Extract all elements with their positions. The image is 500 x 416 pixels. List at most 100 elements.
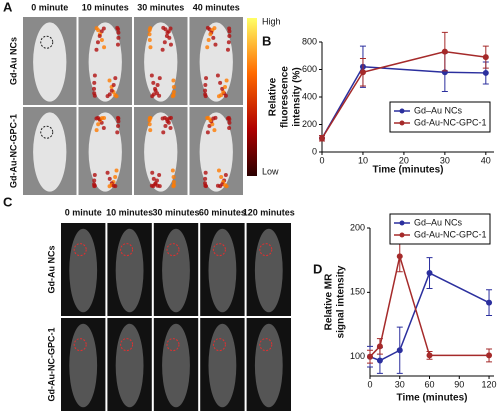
- signal: [116, 119, 121, 124]
- colorbar: [247, 18, 257, 176]
- colorbar-high: High: [262, 16, 281, 26]
- signal: [102, 45, 107, 50]
- signal: [107, 176, 112, 181]
- column-header: 0 minute: [31, 2, 68, 12]
- signal: [155, 83, 160, 88]
- legend-marker: [399, 108, 405, 114]
- signal: [113, 184, 118, 189]
- signal: [171, 85, 176, 90]
- signal: [203, 88, 208, 93]
- subject: [254, 228, 283, 313]
- signal: [92, 86, 97, 91]
- signal: [207, 124, 212, 129]
- y-tick-label: 400: [302, 91, 317, 101]
- y-tick-label: 200: [350, 222, 365, 232]
- column-header: 30 minutes: [152, 207, 199, 217]
- signal: [224, 78, 229, 83]
- signal: [157, 172, 162, 177]
- signal: [171, 78, 176, 83]
- y-tick-label: 150: [350, 287, 365, 297]
- signal: [107, 184, 112, 189]
- point: [319, 135, 325, 142]
- legend-marker: [399, 120, 405, 126]
- subject: [88, 112, 122, 192]
- signal: [147, 28, 152, 33]
- signal: [227, 33, 232, 38]
- signal: [223, 85, 228, 90]
- signal: [95, 40, 100, 45]
- roi: [120, 338, 134, 352]
- signal: [94, 47, 99, 52]
- signal: [213, 115, 218, 120]
- signal: [170, 168, 175, 173]
- signal: [147, 38, 152, 43]
- subject: [254, 323, 283, 408]
- subject: [33, 112, 67, 192]
- signal: [153, 86, 158, 91]
- subject: [162, 228, 190, 313]
- signal: [226, 40, 231, 45]
- x-tick-label: 120: [482, 379, 497, 389]
- signal: [205, 116, 210, 121]
- legend-label: Gd–Au NCs: [414, 217, 463, 227]
- signal: [92, 178, 97, 183]
- signal: [149, 73, 154, 78]
- signal: [113, 175, 118, 180]
- signal: [161, 130, 166, 135]
- legend-label: Gd-Au-NC-GPC-1: [414, 117, 487, 127]
- x-tick-label: 40: [481, 155, 491, 165]
- roi: [40, 35, 54, 49]
- signal: [225, 116, 230, 121]
- signal: [203, 170, 208, 175]
- signal: [205, 130, 210, 135]
- roi: [40, 125, 54, 139]
- legend-marker: [399, 220, 405, 226]
- signal: [168, 42, 173, 47]
- signal: [151, 92, 156, 97]
- signal: [208, 32, 213, 37]
- signal: [168, 125, 173, 130]
- signal: [157, 184, 162, 189]
- subject: [162, 323, 190, 408]
- point: [426, 352, 433, 359]
- signal: [157, 76, 162, 81]
- signal: [171, 175, 176, 180]
- signal: [99, 38, 104, 43]
- subject: [69, 228, 98, 313]
- roi: [212, 243, 226, 257]
- signal: [92, 73, 97, 78]
- signal: [215, 73, 220, 78]
- signal: [107, 92, 112, 97]
- y-axis-label: signal intensity: [336, 265, 347, 338]
- signal: [99, 29, 104, 34]
- signal: [109, 88, 114, 93]
- y-tick-label: 600: [302, 64, 317, 74]
- signal: [227, 29, 232, 34]
- signal: [163, 27, 168, 32]
- signal: [116, 35, 121, 40]
- signal: [96, 28, 101, 33]
- signal: [223, 172, 228, 177]
- signal: [116, 30, 121, 35]
- panel-label: B: [262, 33, 271, 48]
- signal: [113, 76, 118, 81]
- signal: [204, 76, 209, 81]
- series-line: [321, 65, 486, 139]
- signal: [167, 35, 172, 40]
- signal: [92, 172, 97, 177]
- signal: [92, 80, 97, 85]
- panel-label: D: [313, 261, 322, 276]
- series-line: [321, 50, 486, 139]
- signal: [115, 130, 120, 135]
- signal: [148, 128, 153, 133]
- signal: [115, 42, 120, 47]
- signal: [101, 26, 106, 31]
- roi: [212, 338, 226, 352]
- x-tick-label: 90: [454, 379, 464, 389]
- signal: [212, 128, 217, 133]
- signal: [221, 90, 226, 95]
- column-header: 40 minutes: [193, 2, 240, 12]
- x-tick-label: 0: [367, 379, 372, 389]
- roi: [259, 243, 273, 257]
- signal: [216, 168, 221, 173]
